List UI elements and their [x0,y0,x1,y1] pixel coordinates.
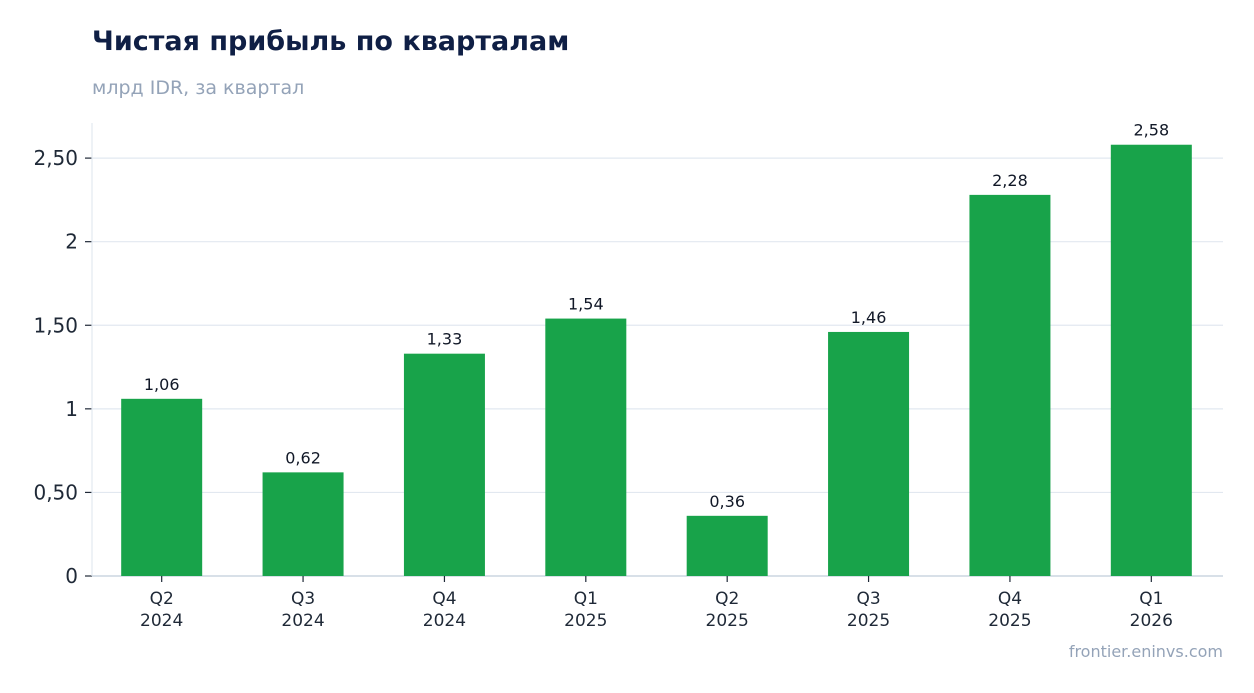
bar [262,472,344,576]
labels: 00,5011,5022,501,06Q220240,62Q320241,33Q… [33,121,1172,631]
bar [1110,144,1192,576]
x-tick-label-quarter: Q1 [574,589,598,609]
bar [969,194,1051,576]
data-label: 2,28 [992,171,1028,190]
x-tick-label-year: 2026 [1130,611,1173,631]
x-tick-label-year: 2024 [140,611,183,631]
y-tick-label: 0,50 [33,480,78,504]
x-tick-label-quarter: Q4 [998,589,1022,609]
data-label: 1,54 [568,295,604,314]
axes [85,123,1223,582]
x-tick-label-year: 2024 [423,611,466,631]
bars [121,144,1192,576]
x-tick-label-quarter: Q3 [291,589,315,609]
x-tick-label-year: 2025 [564,611,607,631]
bar [121,398,203,576]
bar [828,331,910,576]
grid-lines [92,157,1223,494]
bar [403,353,485,576]
x-tick-label-year: 2025 [706,611,749,631]
bar [686,515,768,576]
bar [545,318,627,576]
data-label: 0,36 [709,492,745,511]
x-tick-label-year: 2025 [847,611,890,631]
x-tick-label-quarter: Q2 [715,589,739,609]
data-label: 1,33 [427,330,463,349]
data-label: 1,06 [144,375,180,394]
x-tick-label-quarter: Q4 [432,589,456,609]
x-tick-label-year: 2024 [281,611,324,631]
data-label: 0,62 [285,448,321,467]
source-watermark[interactable]: frontier.eninvs.com [1068,642,1223,661]
chart-title: Чистая прибыль по кварталам [92,26,570,57]
data-label: 1,46 [851,308,887,327]
y-tick-label: 1 [65,397,78,421]
y-tick-label: 2,50 [33,146,78,170]
y-tick-label: 2 [65,230,78,254]
x-tick-label-quarter: Q1 [1139,589,1163,609]
y-tick-label: 1,50 [33,313,78,337]
x-tick-label-year: 2025 [988,611,1031,631]
data-label: 2,58 [1134,121,1170,140]
y-tick-label: 0 [65,564,78,588]
x-tick-label-quarter: Q3 [856,589,880,609]
x-tick-label-quarter: Q2 [150,589,174,609]
chart-subtitle: млрд IDR, за квартал [92,77,305,99]
